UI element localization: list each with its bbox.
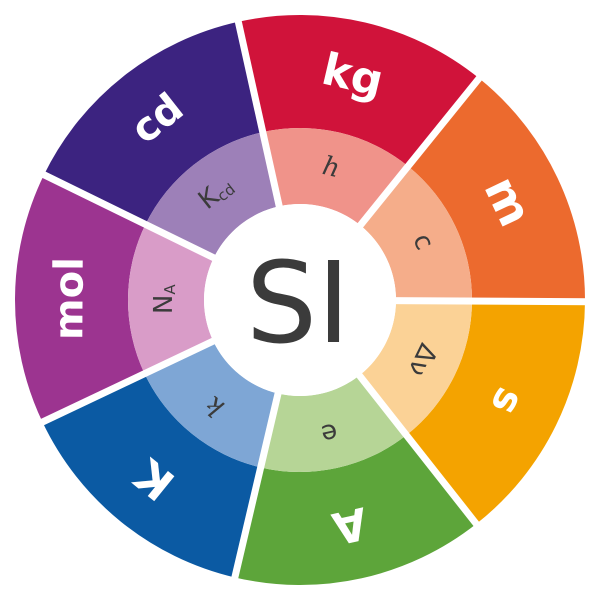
constant-symbol: h <box>320 151 343 184</box>
segment-inner-m <box>360 166 472 302</box>
segment-divider <box>233 16 284 212</box>
segment-inner-cd <box>145 132 280 258</box>
segment-outer-A <box>234 435 477 585</box>
constant-label-mol: NA <box>149 283 179 314</box>
segment-divider <box>354 72 485 232</box>
segment-outer-mol <box>15 174 146 423</box>
constant-label-kg: h <box>320 151 343 184</box>
constant-subscript: A <box>161 284 179 295</box>
segment-outer-cd <box>43 21 263 225</box>
segment-outer-s <box>406 301 585 524</box>
segment-divider <box>37 169 220 264</box>
segment-inner-kelvin <box>144 341 279 468</box>
segment-inner-mol <box>127 224 214 374</box>
segments-layer <box>15 15 585 585</box>
center-label: SI <box>246 239 350 369</box>
segment-dividers <box>36 16 591 584</box>
center-disc <box>204 204 396 396</box>
segment-outer-m <box>408 78 585 302</box>
segment-outer-kelvin <box>42 373 261 578</box>
segment-divider <box>390 297 591 306</box>
constant-symbol: N <box>149 294 179 314</box>
segment-divider <box>36 335 220 428</box>
segment-inner-A <box>260 375 407 473</box>
segment-outer-kg <box>238 15 480 167</box>
segment-divider <box>353 369 483 531</box>
segment-inner-s <box>359 300 472 436</box>
constant-label-A: e <box>318 416 340 449</box>
segment-inner-kg <box>262 128 409 226</box>
unit-label-mol: mol <box>46 257 93 340</box>
segment-divider <box>230 387 283 584</box>
constant-symbol: e <box>318 416 340 449</box>
